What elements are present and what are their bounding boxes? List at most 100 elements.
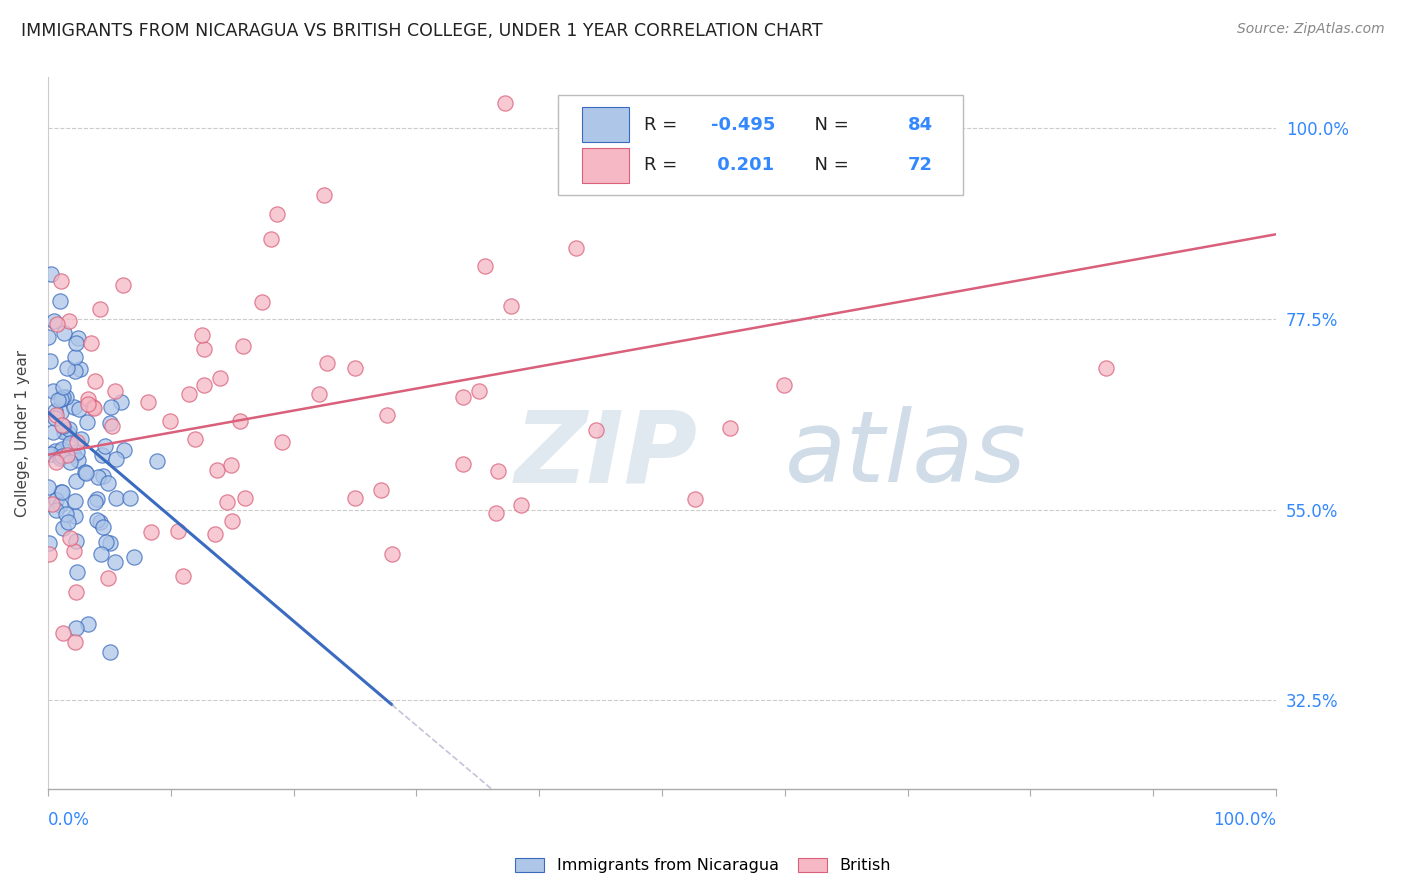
- Point: [49, 498, 72, 512]
- Text: 100.0%: 100.0%: [1213, 811, 1277, 829]
- Point: [184, 433, 207, 447]
- Bar: [582, 107, 628, 143]
- Point: [63, 635, 86, 649]
- Text: atlas: atlas: [785, 407, 1026, 503]
- Point: [63, 364, 86, 378]
- Legend: Immigrants from Nicaragua, British: Immigrants from Nicaragua, British: [509, 851, 897, 880]
- Point: [63, 508, 86, 523]
- Point: [167, 524, 190, 538]
- Point: [104, 384, 127, 398]
- Point: [683, 492, 706, 507]
- Point: [177, 387, 200, 401]
- Point: [59, 455, 82, 469]
- Point: [51, 405, 73, 419]
- Point: [59, 435, 82, 450]
- Point: [62, 448, 84, 462]
- Point: [51, 442, 73, 457]
- Text: -0.495: -0.495: [711, 116, 776, 134]
- Point: [215, 494, 238, 508]
- Point: [56, 425, 79, 440]
- Point: [104, 491, 127, 505]
- Point: [112, 443, 135, 458]
- Point: [66, 434, 89, 449]
- Point: [69, 432, 91, 446]
- Point: [136, 394, 159, 409]
- Point: [343, 491, 366, 506]
- Point: [124, 550, 146, 565]
- Bar: [582, 148, 628, 183]
- Point: [67, 401, 90, 416]
- Point: [37, 330, 59, 344]
- Point: [252, 295, 274, 310]
- Point: [229, 414, 252, 428]
- Point: [39, 353, 62, 368]
- Point: [56, 448, 79, 462]
- Point: [49, 444, 72, 458]
- Point: [42, 384, 65, 398]
- Text: 72: 72: [908, 156, 932, 175]
- Text: 0.0%: 0.0%: [48, 811, 90, 829]
- Point: [39, 447, 62, 461]
- Point: [271, 435, 294, 450]
- Point: [89, 302, 111, 317]
- Point: [52, 390, 75, 404]
- Point: [93, 439, 115, 453]
- Point: [204, 526, 226, 541]
- Point: [375, 408, 398, 422]
- Point: [208, 371, 231, 385]
- Point: [51, 274, 73, 288]
- Point: [370, 483, 392, 498]
- Point: [100, 400, 122, 414]
- Point: [221, 515, 243, 529]
- Point: [510, 498, 533, 512]
- Point: [48, 393, 70, 408]
- Point: [91, 448, 114, 462]
- Point: [53, 425, 76, 440]
- Point: [65, 475, 87, 489]
- Point: [52, 380, 75, 394]
- Point: [193, 343, 215, 357]
- FancyBboxPatch shape: [558, 95, 963, 195]
- Point: [93, 469, 115, 483]
- Point: [52, 626, 75, 640]
- Point: [172, 569, 194, 583]
- Point: [191, 327, 214, 342]
- Point: [486, 464, 509, 478]
- Point: [232, 339, 254, 353]
- Point: [343, 361, 366, 376]
- Point: [42, 313, 65, 327]
- Point: [97, 570, 120, 584]
- Point: [1095, 360, 1118, 375]
- Point: [86, 513, 108, 527]
- Point: [772, 377, 794, 392]
- Point: [259, 232, 281, 246]
- Point: [67, 331, 90, 345]
- Point: [233, 491, 256, 505]
- Point: [65, 585, 87, 599]
- Point: [468, 384, 491, 399]
- Point: [49, 293, 72, 308]
- Point: [112, 278, 135, 293]
- Text: N =: N =: [803, 156, 855, 175]
- Point: [45, 492, 67, 507]
- Point: [53, 326, 76, 340]
- Point: [205, 463, 228, 477]
- Point: [49, 450, 72, 465]
- Point: [44, 404, 66, 418]
- Point: [82, 400, 104, 414]
- Point: [146, 454, 169, 468]
- Point: [58, 314, 80, 328]
- Point: [585, 423, 607, 437]
- Point: [49, 392, 72, 407]
- Point: [51, 485, 73, 500]
- Text: ZIP: ZIP: [515, 407, 697, 503]
- Point: [42, 425, 65, 439]
- Point: [79, 336, 101, 351]
- Point: [89, 515, 111, 529]
- Point: [84, 374, 107, 388]
- Point: [56, 361, 79, 376]
- Point: [110, 394, 132, 409]
- Point: [66, 444, 89, 458]
- Point: [51, 449, 73, 463]
- Point: [96, 535, 118, 549]
